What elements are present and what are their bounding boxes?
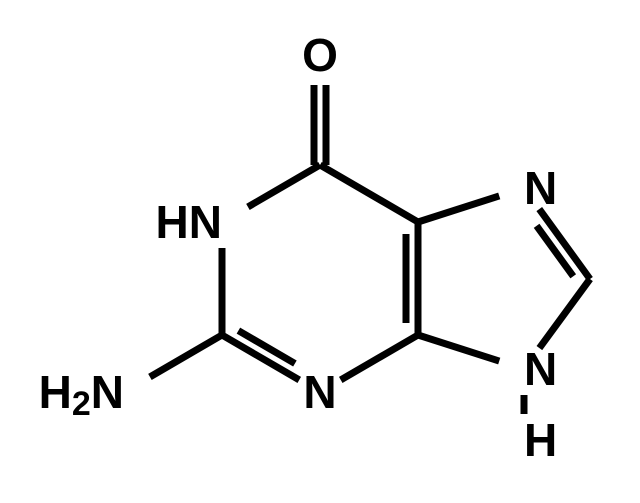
atom-n9h: H [524, 414, 557, 466]
atom-o: O [302, 29, 338, 81]
atom-n9: N [524, 343, 557, 395]
atom-n3: N [303, 366, 336, 418]
guanine-structure: ONHNH2NNNH [0, 0, 640, 503]
atom-labels: ONHNH2NNNH [39, 29, 558, 466]
atom-n1: HN [156, 196, 222, 248]
atom-nh2: H2N [39, 366, 124, 423]
atom-n7: N [524, 162, 557, 214]
